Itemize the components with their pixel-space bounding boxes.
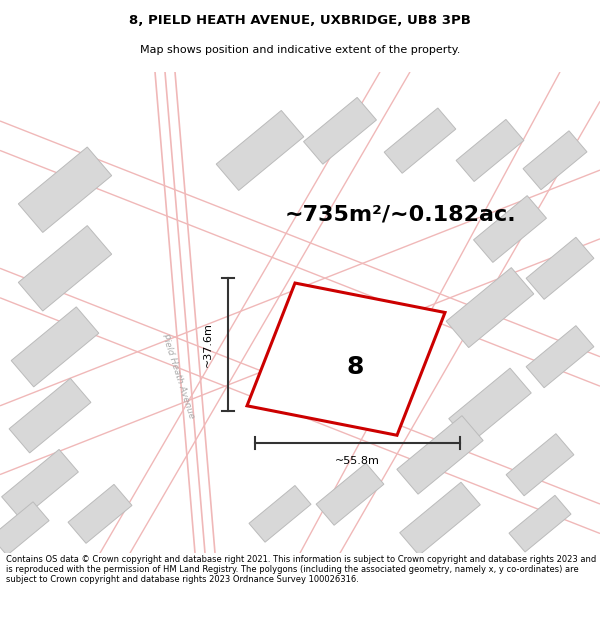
Polygon shape <box>11 307 99 387</box>
Polygon shape <box>9 378 91 453</box>
Polygon shape <box>400 482 480 555</box>
Polygon shape <box>473 196 547 262</box>
Polygon shape <box>526 326 594 388</box>
Polygon shape <box>216 111 304 191</box>
Polygon shape <box>449 368 531 444</box>
Polygon shape <box>506 434 574 496</box>
Polygon shape <box>509 496 571 552</box>
Polygon shape <box>0 502 49 556</box>
Polygon shape <box>446 268 534 348</box>
Text: Contains OS data © Crown copyright and database right 2021. This information is : Contains OS data © Crown copyright and d… <box>6 554 596 584</box>
Text: 8, PIELD HEATH AVENUE, UXBRIDGE, UB8 3PB: 8, PIELD HEATH AVENUE, UXBRIDGE, UB8 3PB <box>129 14 471 28</box>
Polygon shape <box>247 283 445 435</box>
Polygon shape <box>397 416 483 494</box>
Polygon shape <box>19 147 112 232</box>
Polygon shape <box>19 226 112 311</box>
Polygon shape <box>2 449 79 519</box>
Text: ~735m²/~0.182ac.: ~735m²/~0.182ac. <box>284 204 516 224</box>
Polygon shape <box>249 486 311 542</box>
Polygon shape <box>304 98 376 164</box>
Polygon shape <box>68 484 132 543</box>
Polygon shape <box>523 131 587 190</box>
Polygon shape <box>456 119 524 181</box>
Text: 8: 8 <box>346 354 364 379</box>
Polygon shape <box>384 108 456 173</box>
Polygon shape <box>526 238 594 299</box>
Text: Map shows position and indicative extent of the property.: Map shows position and indicative extent… <box>140 44 460 54</box>
Text: Pield Heath Avenue: Pield Heath Avenue <box>160 333 196 420</box>
Text: ~37.6m: ~37.6m <box>203 322 213 367</box>
Text: ~55.8m: ~55.8m <box>335 456 380 466</box>
Polygon shape <box>316 463 384 525</box>
